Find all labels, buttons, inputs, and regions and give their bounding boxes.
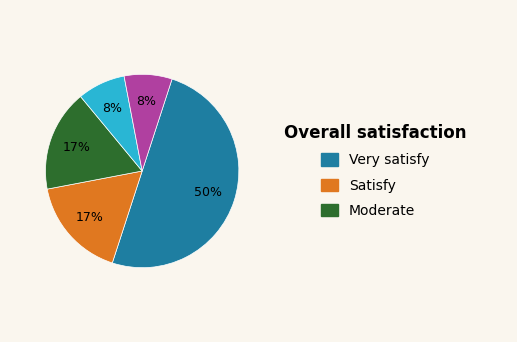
Wedge shape <box>112 79 239 268</box>
Text: 50%: 50% <box>194 186 222 199</box>
Wedge shape <box>47 171 142 263</box>
Text: 17%: 17% <box>63 141 90 154</box>
Wedge shape <box>124 74 172 171</box>
Wedge shape <box>45 96 142 189</box>
Text: 17%: 17% <box>76 211 104 224</box>
Legend: Very satisfy, Satisfy, Moderate: Very satisfy, Satisfy, Moderate <box>277 117 474 225</box>
Text: 8%: 8% <box>136 95 157 108</box>
Text: 8%: 8% <box>102 102 123 115</box>
Wedge shape <box>81 76 142 171</box>
